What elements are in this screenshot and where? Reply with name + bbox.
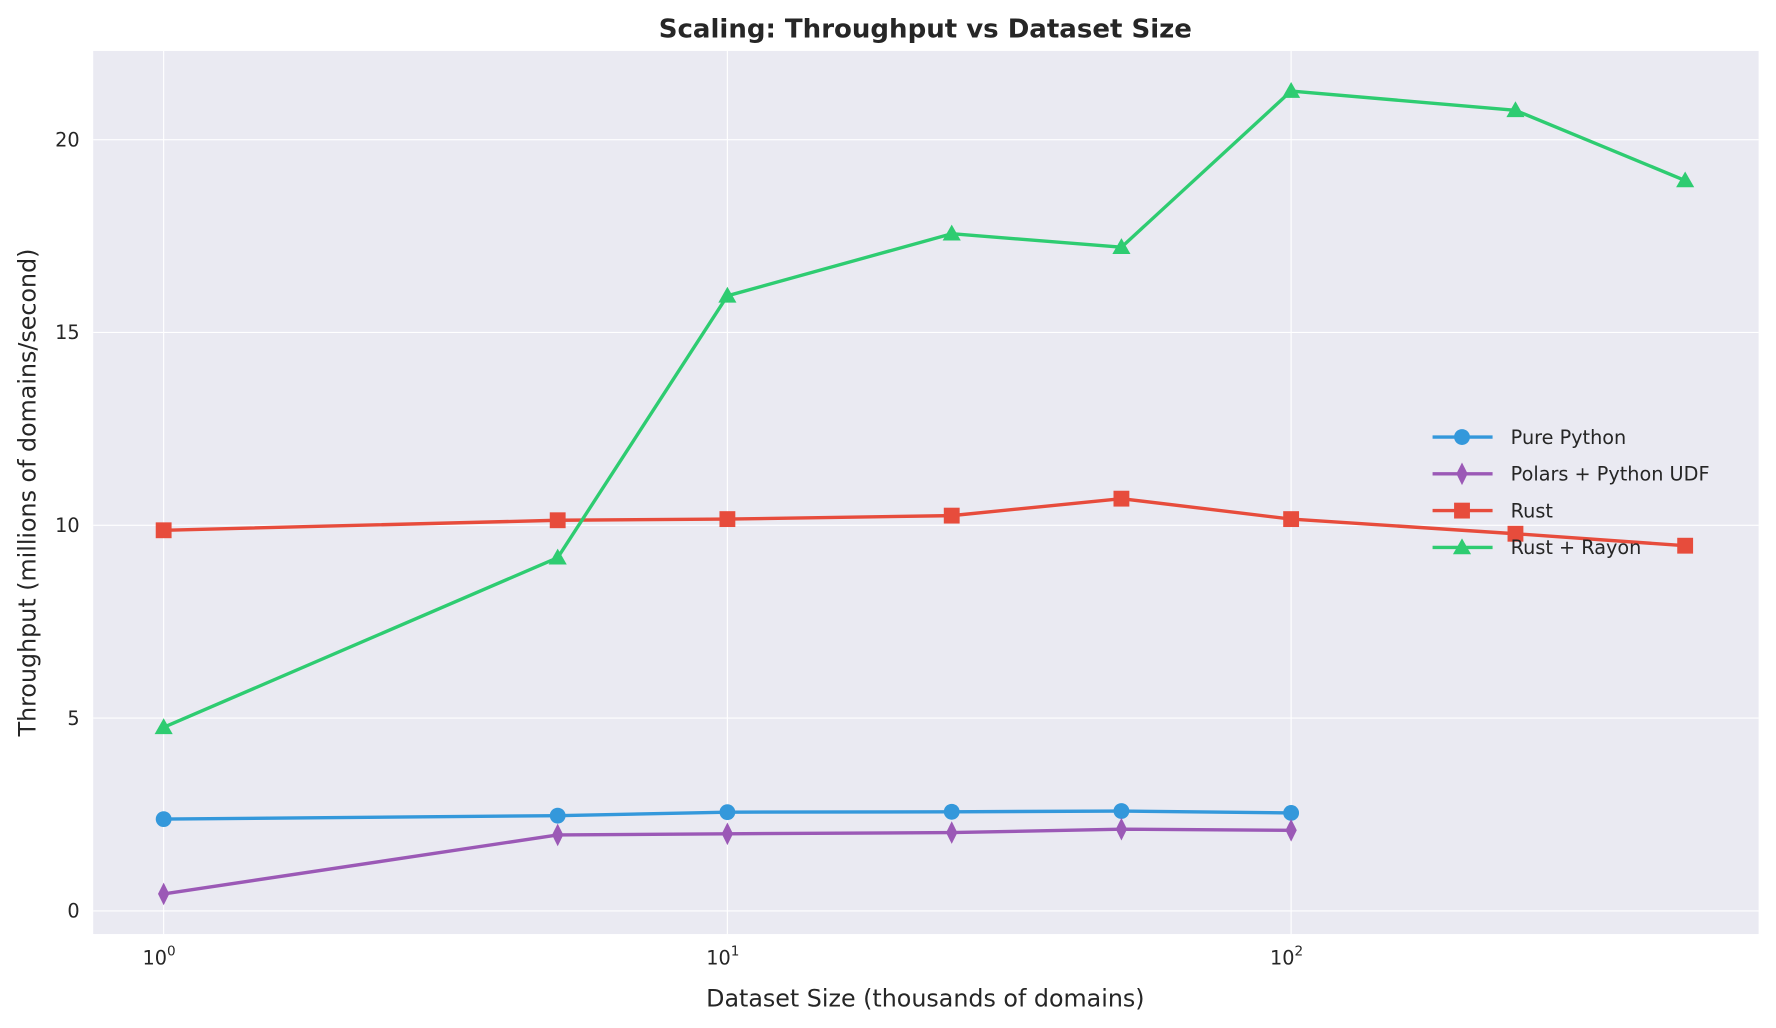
point-rust-rayon — [548, 548, 567, 565]
legend: Pure Python Polars + Python UDF Rust Rust +… — [1432, 426, 1710, 559]
legend-label: Polars + Python UDF — [1511, 463, 1710, 486]
point-rust — [1677, 537, 1694, 554]
point-rust-rayon — [1282, 81, 1301, 98]
y-tick-label: 0 — [67, 900, 79, 923]
point-rust-rayon — [1676, 171, 1695, 188]
point-pure-python — [1113, 803, 1130, 819]
point-polars-python-udf — [552, 823, 564, 847]
series-pure-python — [155, 803, 1300, 828]
point-rust — [549, 512, 566, 529]
point-pure-python — [155, 811, 172, 828]
point-rust-rayon — [1112, 238, 1131, 255]
legend-label: Pure Python — [1511, 426, 1627, 449]
point-rust — [943, 507, 960, 524]
ticks: 100 101 102 0 5 10 15 20 — [55, 128, 1303, 969]
series-rust — [155, 490, 1694, 554]
line-pure-python — [163, 809, 1292, 821]
y-tick-label: 10 — [55, 514, 79, 537]
legend-entry: Pure Python — [1432, 426, 1627, 449]
legend-entry: Rust + Rayon — [1432, 536, 1642, 559]
y-tick-label: 15 — [55, 321, 79, 344]
legend-label: Rust — [1511, 499, 1554, 522]
point-rust — [1507, 525, 1524, 542]
series-group — [154, 81, 1695, 906]
point-rust — [1113, 490, 1130, 507]
legend-marker — [1454, 502, 1470, 519]
legend-entry: Polars + Python UDF — [1432, 462, 1710, 486]
y-tick-label: 5 — [67, 707, 79, 730]
legend-marker — [1452, 538, 1472, 555]
point-rust-rayon — [718, 286, 737, 303]
point-pure-python — [549, 807, 566, 824]
line-rust — [163, 496, 1686, 548]
point-rust-rayon — [942, 224, 961, 241]
point-pure-python — [719, 804, 736, 821]
line-rust-rayon — [162, 89, 1686, 729]
plot-area — [93, 50, 1759, 935]
x-tick-label: 100 — [143, 944, 176, 970]
point-rust — [155, 522, 172, 539]
point-rust — [1283, 511, 1300, 528]
point-pure-python — [943, 803, 960, 820]
series-rust-rayon — [154, 81, 1695, 735]
series-polars-python-udf — [157, 817, 1297, 906]
legend-marker — [1456, 462, 1468, 486]
legend-marker — [1454, 429, 1470, 445]
x-tick-label: 102 — [1270, 944, 1303, 970]
point-rust-rayon — [1506, 101, 1525, 118]
line-polars-python-udf — [163, 827, 1292, 896]
point-rust-rayon — [154, 718, 173, 735]
x-axis-label: Dataset Size (thousands of domains) — [706, 984, 1144, 1012]
x-tick-label: 101 — [706, 944, 739, 970]
legend-entry: Rust — [1432, 499, 1554, 522]
point-rust — [719, 511, 736, 528]
point-pure-python — [1283, 805, 1300, 821]
legend-label: Rust + Rayon — [1511, 536, 1642, 559]
chart-title: Scaling: Throughput vs Dataset Size — [659, 14, 1192, 44]
y-tick-label: 20 — [55, 128, 79, 151]
y-axis-label: Throughput (millions of domains/second) — [13, 249, 41, 738]
